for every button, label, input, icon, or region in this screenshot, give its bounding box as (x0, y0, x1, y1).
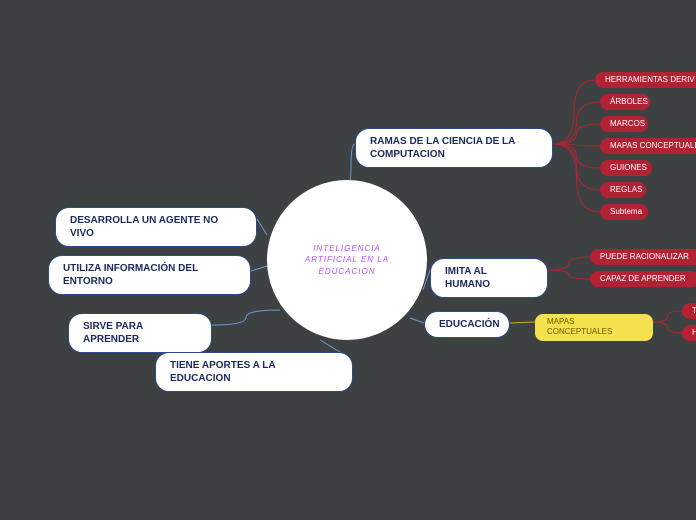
node-imita: IMITA AL HUMANO (430, 258, 548, 298)
node-herr: HERRAMIENTAS DERIV (595, 72, 696, 88)
node-ramas: RAMAS DE LA CIENCIA DE LA COMPUTACION (355, 128, 553, 168)
node-reg: REGLAS (600, 182, 646, 198)
node-utiliza: UTILIZA INFORMACIÓN DEL ENTORNO (48, 255, 251, 295)
node-hif: HIF (682, 325, 696, 341)
node-rac: PUEDE RACIONALIZAR (590, 249, 696, 265)
node-tra: TRA (682, 303, 696, 319)
node-mapcon: MAPAS CONCEPTUALES (535, 314, 653, 341)
node-marc: MARCOS (600, 116, 648, 132)
node-gui: GUIONES (600, 160, 652, 176)
node-sirve: SIRVE PARA APRENDER (68, 313, 212, 353)
node-arb: ÁRBOLES (600, 94, 650, 110)
center-node: INTELIGENCIA ARTIFICIAL EN LA EDUCACION (267, 180, 427, 340)
node-tiene: TIENE APORTES A LA EDUCACION (155, 352, 353, 392)
node-mapc: MAPAS CONCEPTUALE (600, 138, 696, 154)
center-label: INTELIGENCIA ARTIFICIAL EN LA EDUCACION (287, 243, 407, 277)
node-sub: Subtema (600, 204, 648, 220)
node-apr: CAPAZ DE APRENDER (590, 271, 696, 287)
node-desarrolla: DESARROLLA UN AGENTE NO VIVO (55, 207, 257, 247)
node-educ: EDUCACIÓN (424, 311, 510, 338)
